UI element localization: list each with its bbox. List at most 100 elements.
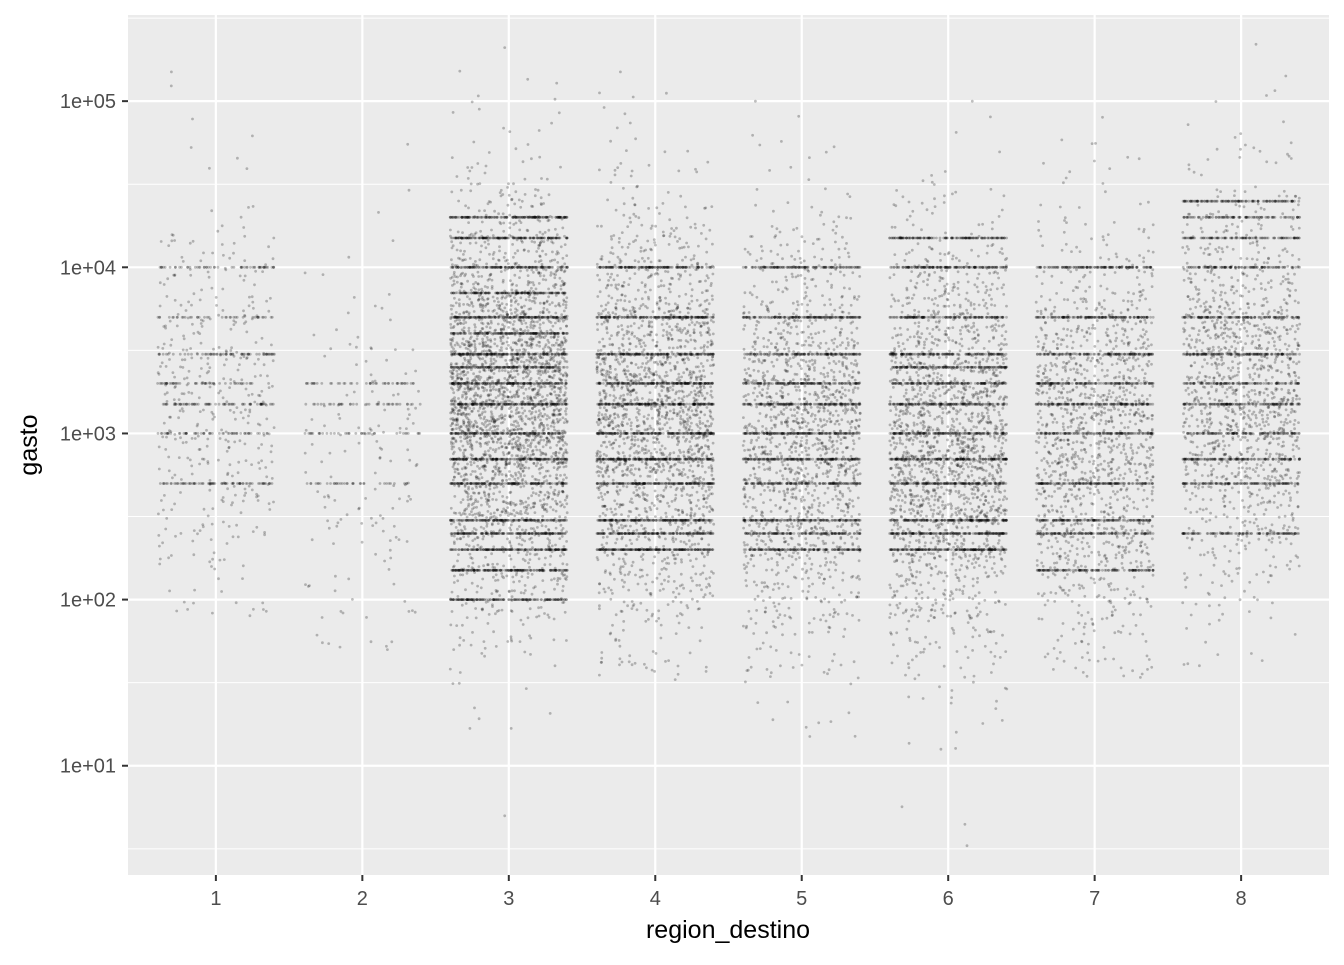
data-point <box>506 640 509 643</box>
data-point <box>463 326 466 329</box>
data-point <box>473 423 476 426</box>
data-point <box>271 385 274 388</box>
data-point <box>490 322 493 325</box>
data-point <box>186 384 189 387</box>
data-point <box>221 316 224 319</box>
data-point <box>332 403 335 406</box>
data-point <box>311 443 314 446</box>
data-point <box>470 289 473 292</box>
data-point <box>469 257 472 260</box>
data-point <box>190 316 193 319</box>
data-point <box>515 222 518 225</box>
data-point <box>497 425 500 428</box>
data-point <box>226 487 229 490</box>
data-point <box>340 610 343 613</box>
data-point <box>488 423 491 426</box>
data-point <box>517 471 520 474</box>
data-point <box>375 382 378 385</box>
data-point <box>411 403 414 406</box>
data-point <box>556 261 559 264</box>
data-point <box>541 250 544 253</box>
data-point <box>559 277 562 280</box>
data-point <box>559 166 562 169</box>
data-point <box>318 432 321 435</box>
data-point <box>389 549 392 552</box>
data-point <box>524 466 527 469</box>
data-point <box>181 256 184 259</box>
data-point <box>352 403 355 406</box>
data-point <box>173 239 176 242</box>
data-point <box>158 353 161 356</box>
data-point <box>244 275 247 278</box>
data-point <box>542 278 545 281</box>
data-point <box>199 529 202 532</box>
data-point <box>270 450 273 453</box>
data-point <box>508 478 511 481</box>
data-point <box>370 640 373 643</box>
data-point <box>553 429 556 432</box>
data-point <box>562 416 565 419</box>
data-point <box>467 207 470 210</box>
data-point <box>211 558 214 561</box>
data-point <box>474 607 477 610</box>
data-point <box>565 443 568 446</box>
data-point <box>535 616 538 619</box>
data-point <box>507 182 510 185</box>
data-point <box>534 419 537 422</box>
data-point <box>217 577 220 580</box>
data-point <box>321 432 324 435</box>
data-point <box>466 280 469 283</box>
data-point <box>522 464 525 467</box>
data-point <box>548 363 551 366</box>
data-point <box>513 203 516 206</box>
data-point <box>564 360 567 363</box>
data-point <box>489 350 492 353</box>
data-point <box>199 299 202 302</box>
data-point <box>197 432 200 435</box>
data-point <box>559 474 562 477</box>
data-point <box>222 377 225 380</box>
data-point <box>562 553 565 556</box>
data-point <box>556 233 559 236</box>
data-point <box>537 335 540 338</box>
data-point <box>207 357 210 360</box>
data-point <box>543 307 546 310</box>
data-point <box>489 326 492 329</box>
data-point <box>477 410 480 413</box>
data-point <box>323 355 326 358</box>
data-point <box>496 428 499 431</box>
data-point <box>467 535 470 538</box>
data-point <box>503 391 506 394</box>
data-point <box>525 687 528 690</box>
data-point <box>563 532 566 535</box>
data-point <box>236 157 239 160</box>
data-point <box>542 302 545 305</box>
data-point <box>267 483 270 486</box>
data-point <box>258 353 261 356</box>
data-point <box>399 431 402 434</box>
data-point <box>165 403 168 406</box>
data-point <box>464 478 467 481</box>
data-point <box>251 393 254 396</box>
data-point <box>473 434 476 437</box>
data-point <box>496 590 499 593</box>
data-point <box>512 256 515 259</box>
data-point <box>519 475 522 478</box>
data-point <box>267 310 270 313</box>
data-point <box>235 524 238 527</box>
data-point <box>511 589 514 592</box>
data-point <box>527 329 530 332</box>
data-point <box>206 362 209 365</box>
data-point <box>450 424 453 427</box>
data-point <box>244 320 247 323</box>
data-point <box>470 183 473 186</box>
data-point <box>203 458 206 461</box>
data-point <box>470 644 473 647</box>
data-point <box>253 401 256 404</box>
data-point <box>453 512 456 515</box>
data-point <box>346 482 349 485</box>
data-point <box>338 382 341 385</box>
data-point <box>164 528 167 531</box>
data-point <box>522 469 525 472</box>
data-point <box>185 403 188 406</box>
